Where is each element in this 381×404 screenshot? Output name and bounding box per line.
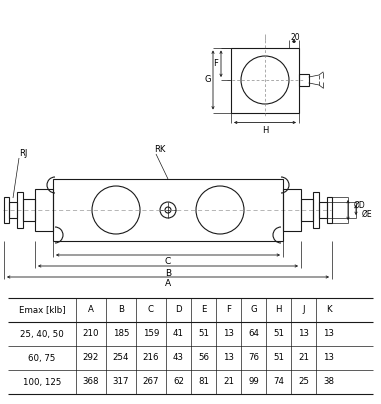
Text: G: G — [250, 305, 257, 314]
Text: ØE: ØE — [362, 210, 373, 219]
Text: 13: 13 — [298, 330, 309, 339]
Bar — [319, 202, 327, 218]
Text: 13: 13 — [223, 354, 234, 362]
Bar — [301, 199, 313, 221]
Bar — [313, 192, 319, 228]
Text: A: A — [88, 305, 94, 314]
Text: 56: 56 — [198, 354, 209, 362]
Bar — [23, 199, 35, 221]
Text: 81: 81 — [198, 377, 209, 387]
Text: 51: 51 — [273, 354, 284, 362]
Bar — [231, 48, 299, 112]
Text: 64: 64 — [248, 330, 259, 339]
Text: H: H — [275, 305, 282, 314]
Bar — [283, 189, 301, 231]
Text: B: B — [165, 269, 171, 278]
Text: C: C — [148, 305, 154, 314]
Text: RJ: RJ — [19, 149, 27, 158]
Text: 76: 76 — [248, 354, 259, 362]
Bar — [9, 202, 17, 218]
Text: 60, 75: 60, 75 — [28, 354, 56, 362]
Text: 210: 210 — [83, 330, 99, 339]
Text: J: J — [302, 305, 305, 314]
Text: Emax [klb]: Emax [klb] — [19, 305, 65, 314]
Text: F: F — [226, 305, 231, 314]
Text: E: E — [201, 305, 206, 314]
Text: 13: 13 — [323, 354, 334, 362]
Text: 21: 21 — [223, 377, 234, 387]
Text: C: C — [165, 257, 171, 267]
Bar — [299, 74, 309, 86]
Text: H: H — [262, 126, 268, 135]
Text: 43: 43 — [173, 354, 184, 362]
Text: K: K — [326, 305, 331, 314]
Text: D: D — [175, 305, 182, 314]
Bar — [35, 189, 53, 231]
Text: 254: 254 — [113, 354, 129, 362]
Text: 25, 40, 50: 25, 40, 50 — [20, 330, 64, 339]
Text: 99: 99 — [248, 377, 259, 387]
Text: G: G — [205, 76, 211, 84]
Text: 159: 159 — [143, 330, 159, 339]
Text: 51: 51 — [198, 330, 209, 339]
Bar — [53, 179, 283, 241]
Text: 51: 51 — [273, 330, 284, 339]
Text: 368: 368 — [83, 377, 99, 387]
Text: ØD: ØD — [354, 200, 366, 210]
Text: RK: RK — [154, 145, 165, 154]
Bar — [327, 197, 332, 223]
Bar — [4, 197, 9, 223]
Text: A: A — [165, 280, 171, 288]
Text: 317: 317 — [113, 377, 129, 387]
Text: F: F — [214, 59, 218, 68]
Text: 74: 74 — [273, 377, 284, 387]
Text: 20: 20 — [290, 33, 300, 42]
Text: 267: 267 — [143, 377, 159, 387]
Text: 62: 62 — [173, 377, 184, 387]
Text: 21: 21 — [298, 354, 309, 362]
Text: 185: 185 — [113, 330, 129, 339]
Text: 38: 38 — [323, 377, 334, 387]
Text: 216: 216 — [143, 354, 159, 362]
Bar — [17, 192, 23, 228]
Text: B: B — [118, 305, 124, 314]
Text: 13: 13 — [223, 330, 234, 339]
Text: 25: 25 — [298, 377, 309, 387]
Text: 13: 13 — [323, 330, 334, 339]
Text: 100, 125: 100, 125 — [23, 377, 61, 387]
Text: 41: 41 — [173, 330, 184, 339]
Text: 292: 292 — [83, 354, 99, 362]
